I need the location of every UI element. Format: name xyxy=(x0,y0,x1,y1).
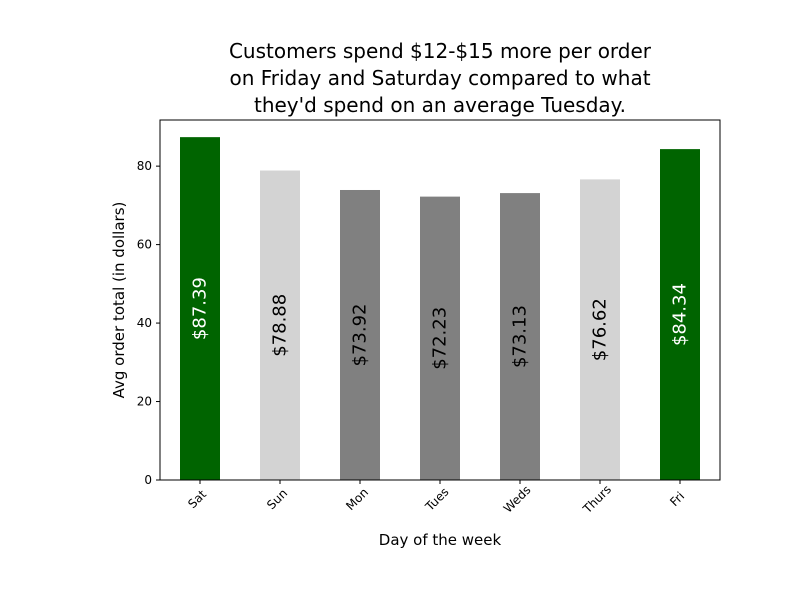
x-tick-label: Sat xyxy=(185,487,209,511)
bar-fri xyxy=(660,149,700,480)
chart-title-line-1: Customers spend $12-$15 more per order xyxy=(229,39,652,63)
bar-value-label: $73.92 xyxy=(350,304,371,367)
y-tick-label: 80 xyxy=(137,159,152,173)
bar-value-label: $72.23 xyxy=(430,307,451,370)
x-tick-label: Fri xyxy=(667,489,687,509)
bar-value-label: $87.39 xyxy=(190,277,211,340)
bar-sun xyxy=(260,170,300,481)
bar-value-label: $84.34 xyxy=(670,283,691,346)
bar-value-label: $73.13 xyxy=(510,305,531,368)
x-tick-label: Tues xyxy=(422,485,452,515)
y-tick-label: 20 xyxy=(137,395,152,409)
x-tick-label: Mon xyxy=(343,485,371,513)
y-tick-label: 0 xyxy=(144,473,152,487)
x-tick-label: Weds xyxy=(501,483,534,516)
chart-title-line-3: they'd spend on an average Tuesday. xyxy=(254,93,626,117)
bar-mon xyxy=(340,189,380,481)
bar-value-label: $78.88 xyxy=(270,294,291,357)
plot-area-frame xyxy=(159,119,721,481)
bars: $87.39 $78.88 $73.92 $72.23 $73.13 $76.62 $84.… xyxy=(180,137,700,481)
y-tick-label: 40 xyxy=(137,316,152,330)
y-tick-label: 60 xyxy=(137,238,152,252)
bar-sat xyxy=(180,137,220,481)
bar-thurs xyxy=(580,179,620,480)
bar-value-label: $76.62 xyxy=(590,298,611,361)
chart-title: Customers spend $12-$15 more per order o… xyxy=(229,39,652,117)
bar-tues xyxy=(420,196,460,480)
x-tick-label: Sun xyxy=(264,486,290,512)
x-tick-label: Thurs xyxy=(580,482,614,516)
chart-title-line-2: on Friday and Saturday compared to what xyxy=(229,66,650,90)
x-axis-label: Day of the week xyxy=(379,531,502,549)
bar-weds xyxy=(500,193,540,480)
y-axis-label: Avg order total (in dollars) xyxy=(110,202,128,399)
